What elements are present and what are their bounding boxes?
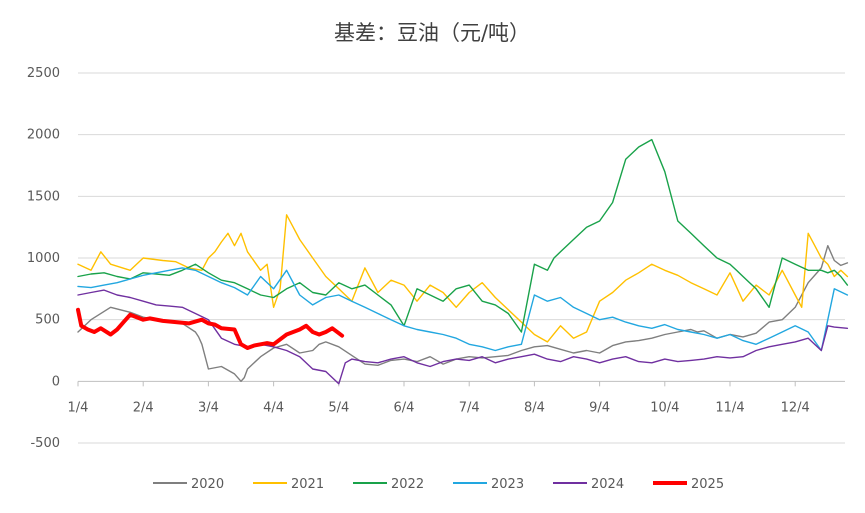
plot-series: [76, 138, 849, 385]
series-line-2022: [77, 138, 849, 333]
x-tick-label: 5/4: [328, 400, 349, 415]
x-tick-label: 10/4: [650, 400, 679, 415]
chart-title: 基差：豆油（元/吨）: [334, 21, 530, 45]
x-tick-label: 4/4: [263, 400, 284, 415]
legend-label-2022: 2022: [391, 477, 424, 492]
y-axis: -500 0 500 1000 1500 2000 2500: [27, 66, 60, 451]
x-tick-label: 8/4: [524, 400, 545, 415]
y-tick-label: 1000: [27, 251, 60, 266]
x-tick-label: 12/4: [781, 400, 810, 415]
x-tick-label: 1/4: [68, 400, 89, 415]
legend-label-2024: 2024: [591, 477, 624, 492]
x-tick-label: 3/4: [198, 400, 219, 415]
x-tick-label: 6/4: [394, 400, 415, 415]
series-line-2025: [76, 307, 345, 350]
series-line-2024: [77, 289, 849, 385]
legend-label-2020: 2020: [191, 477, 224, 492]
legend-label-2021: 2021: [291, 477, 324, 492]
x-axis: 1/4 2/4 3/4 4/4 5/4 6/4 7/4 8/4 9/4 10/4 11/4 12/4: [68, 380, 845, 415]
legend: 2020 2021 2022 2023 2024 2025: [153, 477, 724, 492]
x-tick-label: 7/4: [459, 400, 480, 415]
y-tick-label: 500: [35, 313, 60, 328]
x-tick-label: 2/4: [133, 400, 154, 415]
y-tick-label: 1500: [27, 189, 60, 204]
series-line-2021: [77, 214, 849, 343]
legend-label-2025: 2025: [691, 477, 724, 492]
gridlines: [78, 72, 845, 444]
y-tick-label: 0: [52, 374, 60, 389]
y-tick-label: 2500: [27, 66, 60, 81]
series-line-2023: [77, 267, 849, 352]
y-tick-label: 2000: [27, 128, 60, 143]
y-tick-label: -500: [30, 436, 60, 451]
x-tick-label: 9/4: [589, 400, 610, 415]
legend-label-2023: 2023: [491, 477, 524, 492]
x-tick-label: 11/4: [715, 400, 744, 415]
